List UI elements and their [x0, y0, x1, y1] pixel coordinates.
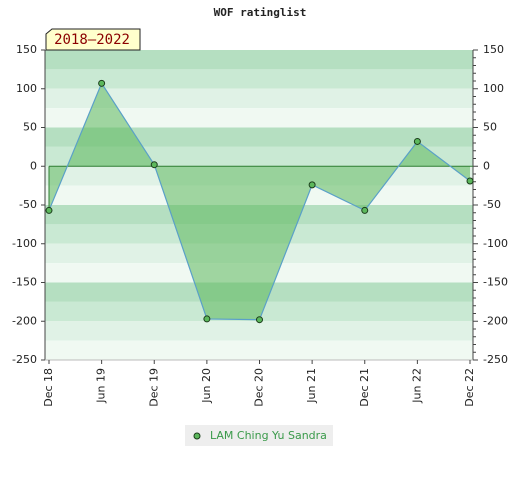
data-point	[361, 206, 369, 214]
y2-tick-label: 150	[483, 43, 504, 56]
y2-tick-label: -100	[483, 237, 508, 250]
background-band	[45, 321, 473, 341]
background-band	[45, 88, 473, 109]
x-tick-label: Jun 21	[305, 368, 318, 404]
y2-tick-label: -200	[483, 314, 508, 327]
y2-tick-label: -250	[483, 353, 508, 366]
legend-box	[185, 425, 333, 446]
area-fill	[49, 83, 470, 320]
background-band	[45, 108, 473, 128]
background-band	[45, 69, 473, 89]
y-tick-label: -200	[12, 314, 37, 327]
y2-tick-label: 100	[483, 82, 504, 95]
x-tick-label: Jun 22	[410, 368, 423, 404]
y2-tick-label: -50	[483, 198, 501, 211]
y2-tick-label: -150	[483, 276, 508, 289]
x-tick-label: Dec 21	[358, 368, 371, 407]
background-band	[45, 50, 473, 70]
x-tick-label: Jun 20	[200, 368, 213, 404]
background-band	[45, 127, 473, 147]
legend-marker	[193, 432, 201, 440]
data-point	[45, 206, 53, 214]
period-box	[45, 28, 141, 51]
y-tick-label: -100	[12, 237, 37, 250]
chart-title: WOF ratinglist	[214, 6, 307, 19]
y2-tick-label: 50	[483, 121, 497, 134]
y-tick-label: 0	[30, 159, 37, 172]
data-point	[256, 316, 263, 324]
legend-label: LAM Ching Yu Sandra	[210, 429, 327, 442]
data-point	[308, 181, 316, 189]
x-tick-label: Dec 18	[42, 368, 55, 407]
x-tick-label: Dec 19	[147, 368, 160, 407]
y-tick-label: -50	[19, 198, 37, 211]
x-tick-label: Dec 22	[463, 368, 476, 407]
y-tick-label: 50	[23, 121, 37, 134]
x-tick-label: Jun 19	[95, 368, 108, 404]
data-point	[150, 161, 158, 169]
x-tick-label: Dec 20	[253, 368, 266, 407]
background-band	[45, 340, 473, 360]
y2-tick-label: 0	[483, 159, 490, 172]
y-tick-label: -150	[12, 276, 37, 289]
period-label: 2018–2022	[54, 32, 130, 48]
data-point	[98, 79, 106, 87]
y-tick-label: 100	[16, 82, 37, 95]
y-tick-label: 150	[16, 43, 37, 56]
data-point	[413, 137, 421, 145]
data-point	[203, 315, 211, 323]
y-tick-label: -250	[12, 353, 37, 366]
data-point	[466, 177, 474, 185]
